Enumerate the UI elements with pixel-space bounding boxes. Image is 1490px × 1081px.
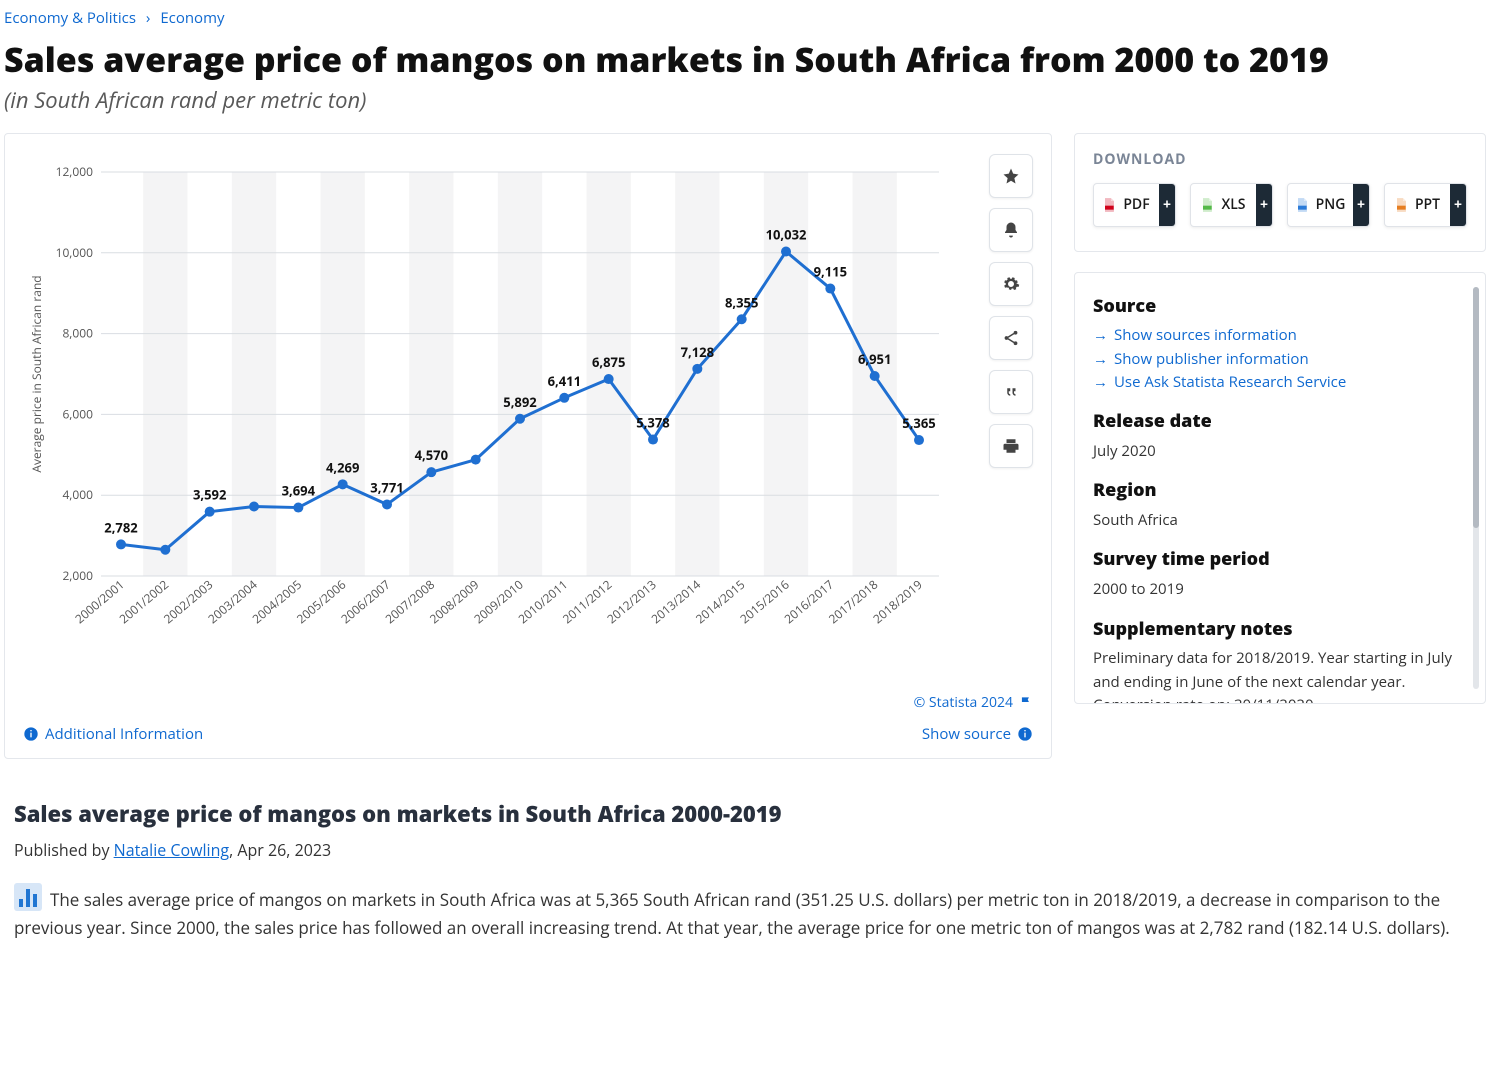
settings-button[interactable] (989, 262, 1033, 306)
svg-text:7,128: 7,128 (681, 342, 714, 360)
bar-chart-icon (14, 883, 42, 911)
download-png-button[interactable]: PNG + (1287, 183, 1370, 227)
svg-text:10,032: 10,032 (766, 225, 807, 243)
download-label: PPT (1415, 195, 1440, 214)
file-icon (1199, 197, 1215, 213)
region-value: South Africa (1093, 509, 1467, 532)
source-link-2[interactable]: Show publisher information (1093, 348, 1467, 371)
source-link-1[interactable]: Show sources information (1093, 324, 1467, 347)
file-icon (1101, 197, 1117, 213)
download-label: PNG (1316, 195, 1346, 214)
svg-text:10,000: 10,000 (56, 243, 94, 260)
quote-icon (1002, 383, 1020, 401)
breadcrumb: Economy & Politics › Economy (4, 0, 1486, 34)
svg-text:Average price in South African: Average price in South African rand (28, 275, 45, 472)
author-link[interactable]: Natalie Cowling (114, 839, 229, 861)
plus-icon: + (1256, 184, 1272, 226)
svg-text:12,000: 12,000 (56, 163, 94, 180)
svg-text:9,115: 9,115 (814, 262, 847, 280)
svg-text:3,592: 3,592 (193, 485, 227, 503)
svg-text:4,570: 4,570 (415, 446, 448, 464)
svg-text:2,000: 2,000 (62, 567, 93, 584)
source-link-3[interactable]: Use Ask Statista Research Service (1093, 371, 1467, 394)
file-icon (1393, 197, 1409, 213)
download-ppt-button[interactable]: PPT + (1384, 183, 1467, 227)
plus-icon: + (1353, 184, 1369, 226)
svg-text:5,365: 5,365 (902, 414, 935, 432)
breadcrumb-level1[interactable]: Economy & Politics (4, 8, 136, 28)
cite-button[interactable] (989, 370, 1033, 414)
download-label: PDF (1123, 195, 1149, 214)
page-title: Sales average price of mangos on markets… (4, 38, 1486, 81)
favorite-button[interactable] (989, 154, 1033, 198)
print-icon (1002, 437, 1020, 455)
show-source-label: Show source (922, 724, 1011, 744)
svg-text:4,269: 4,269 (326, 458, 359, 476)
bell-icon (1002, 221, 1020, 239)
period-heading: Survey time period (1093, 546, 1467, 574)
download-xls-button[interactable]: XLS + (1190, 183, 1273, 227)
plus-icon: + (1450, 184, 1466, 226)
additional-info-label: Additional Information (45, 724, 203, 744)
download-pdf-button[interactable]: PDF + (1093, 183, 1176, 227)
svg-text:6,951: 6,951 (858, 349, 891, 367)
svg-text:4,000: 4,000 (62, 486, 93, 503)
show-source-link[interactable]: Show source (922, 724, 1033, 744)
info-panel: Source Show sources information Show pub… (1074, 272, 1486, 704)
chart-copyright-row: © Statista 2024 (23, 693, 1033, 712)
info-scrollbar[interactable] (1473, 287, 1479, 689)
notes-value: Preliminary data for 2018/2019. Year sta… (1093, 647, 1467, 703)
chart-area: 2,000 4,000 6,000 8,000 10,000 12,000 Average … (23, 154, 977, 659)
svg-text:6,411: 6,411 (548, 371, 581, 389)
region-heading: Region (1093, 477, 1467, 505)
release-heading: Release date (1093, 408, 1467, 436)
flag-icon[interactable] (1019, 695, 1033, 709)
svg-text:8,355: 8,355 (725, 293, 758, 311)
download-panel: DOWNLOAD PDF + XLS + PNG + PPT + (1074, 133, 1486, 252)
file-icon (1294, 197, 1310, 213)
additional-info-link[interactable]: Additional Information (23, 724, 203, 744)
source-heading: Source (1093, 293, 1467, 321)
info-icon (23, 726, 39, 742)
chart-copyright: © Statista 2024 (914, 693, 1013, 712)
chart-panel: 2,000 4,000 6,000 8,000 10,000 12,000 Average … (4, 133, 1052, 759)
info-icon (1017, 726, 1033, 742)
chart-action-buttons (989, 154, 1033, 659)
article-heading: Sales average price of mangos on markets… (14, 799, 1476, 829)
download-label: XLS (1221, 195, 1245, 214)
download-heading: DOWNLOAD (1093, 150, 1467, 169)
svg-text:6,875: 6,875 (592, 353, 625, 371)
article-text: The sales average price of mangos on mar… (14, 888, 1450, 939)
gear-icon (1002, 275, 1020, 293)
svg-text:3,771: 3,771 (370, 478, 403, 496)
notify-button[interactable] (989, 208, 1033, 252)
star-icon (1002, 167, 1020, 185)
breadcrumb-level2[interactable]: Economy (160, 8, 224, 28)
page-subtitle: (in South African rand per metric ton) (4, 85, 1486, 115)
share-icon (1002, 329, 1020, 347)
breadcrumb-separator: › (140, 8, 157, 28)
release-value: July 2020 (1093, 440, 1467, 463)
share-button[interactable] (989, 316, 1033, 360)
line-chart: 2,000 4,000 6,000 8,000 10,000 12,000 Average … (23, 154, 953, 654)
svg-text:5,378: 5,378 (636, 413, 669, 431)
plus-icon: + (1159, 184, 1175, 226)
period-value: 2000 to 2019 (1093, 578, 1467, 601)
svg-text:8,000: 8,000 (62, 324, 93, 341)
svg-text:3,694: 3,694 (282, 481, 316, 499)
article-section: Sales average price of mangos on markets… (4, 759, 1486, 942)
article-body: The sales average price of mangos on mar… (14, 883, 1476, 942)
byline-prefix: Published by (14, 839, 114, 861)
byline-suffix: , Apr 26, 2023 (229, 839, 331, 861)
svg-text:6,000: 6,000 (62, 405, 93, 422)
notes-heading: Supplementary notes (1093, 616, 1467, 644)
article-byline: Published by Natalie Cowling, Apr 26, 20… (14, 839, 1476, 861)
svg-text:5,892: 5,892 (503, 392, 537, 410)
svg-text:2,782: 2,782 (104, 518, 138, 536)
print-button[interactable] (989, 424, 1033, 468)
